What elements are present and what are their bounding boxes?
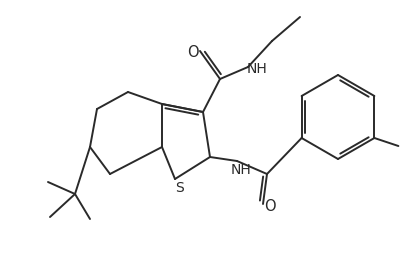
Text: NH: NH xyxy=(231,162,252,176)
Text: S: S xyxy=(175,180,183,194)
Text: O: O xyxy=(264,199,276,214)
Text: O: O xyxy=(187,44,199,59)
Text: NH: NH xyxy=(247,62,267,76)
